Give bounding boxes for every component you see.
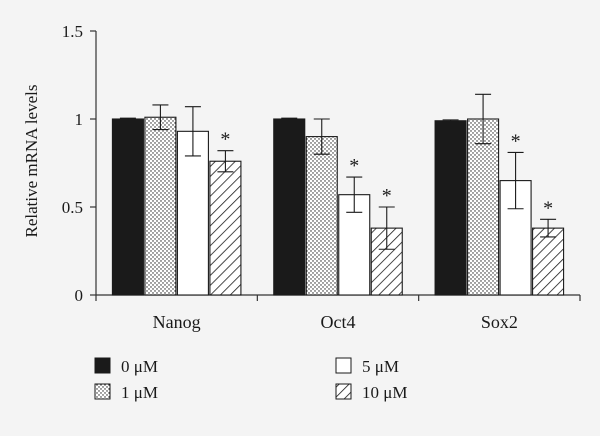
legend-item: 10 μM (335, 383, 407, 402)
bar (111, 118, 144, 296)
bar (532, 227, 565, 296)
y-tick-label: 0.5 (62, 198, 83, 217)
significance-star: * (220, 129, 230, 151)
bar (209, 160, 242, 296)
y-tick-label: 1 (75, 110, 84, 129)
significance-star: * (349, 155, 359, 177)
legend-item: 1 μM (94, 383, 158, 402)
significance-star: * (382, 185, 392, 207)
legend-label: 5 μM (362, 357, 399, 376)
legend-item: 5 μM (335, 357, 399, 376)
y-tick-label: 0 (75, 286, 84, 305)
bars: * * * * * (111, 93, 565, 296)
x-tick-label: Oct4 (321, 312, 356, 332)
x-tick-label: Nanog (153, 312, 201, 332)
legend-label: 0 μM (121, 357, 158, 376)
y-axis-label: Relative mRNA levels (22, 85, 41, 238)
significance-star: * (511, 130, 521, 152)
axes: 0 0.5 1 1.5 Nanog Oct4 Sox2 (62, 22, 581, 332)
legend-swatch (94, 383, 111, 400)
legend-swatch (335, 383, 352, 400)
legend-item: 0 μM (94, 357, 158, 376)
legend-swatch (94, 357, 111, 374)
bar (434, 120, 467, 296)
bar (305, 136, 338, 296)
legend-label: 10 μM (362, 383, 407, 402)
bar (144, 116, 177, 296)
y-tick-label: 1.5 (62, 22, 83, 41)
legend: 0 μM 1 μM 5 μM 10 μM (94, 357, 407, 402)
bar (467, 118, 500, 296)
significance-star: * (543, 197, 553, 219)
bar (273, 118, 306, 296)
legend-label: 1 μM (121, 383, 158, 402)
legend-swatch (335, 357, 352, 374)
x-tick-label: Sox2 (481, 312, 518, 332)
